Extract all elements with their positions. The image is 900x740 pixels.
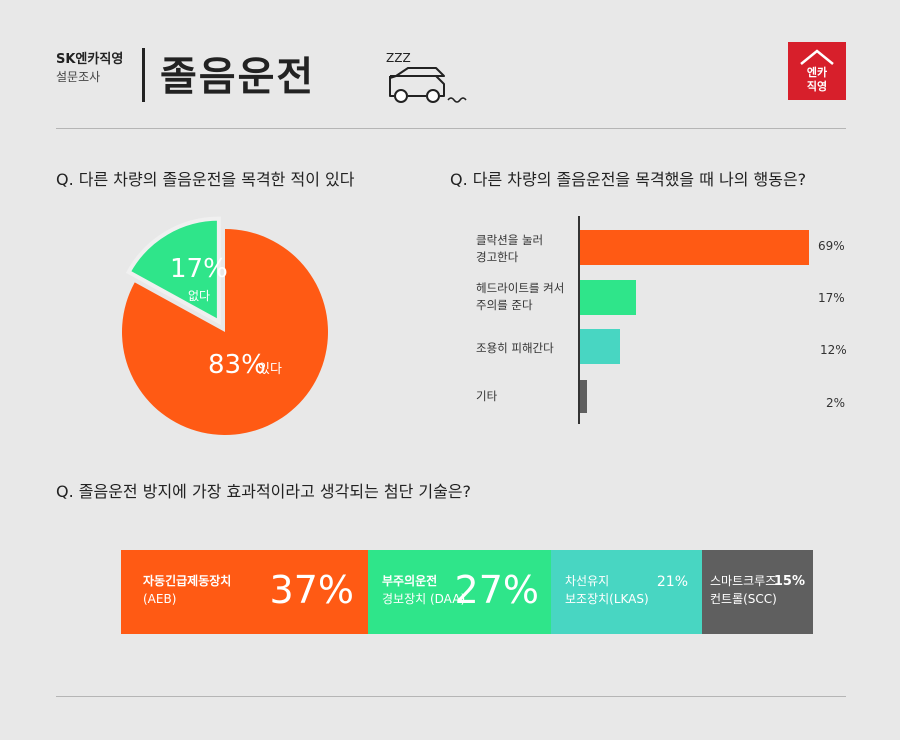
bar-label-1: 클락션을 눌러 경고한다	[476, 232, 543, 266]
segment-scc-value: 15%	[773, 574, 805, 589]
segment-daa-label: 부주의운전 경보장치 (DAA)	[382, 572, 465, 608]
sleeping-car-icon: ZZZ	[386, 51, 467, 103]
segment-lkas-label: 차선유지 보조장치(LKAS)	[565, 572, 649, 608]
bar-label-3: 조용히 피해간다	[476, 340, 554, 357]
bar-label-2-line2: 주의를 준다	[476, 298, 533, 312]
segment-aeb-name: 자동긴급제동장치	[143, 574, 232, 588]
pie-value-no: 17%	[170, 254, 228, 284]
logo-text: 엔카 직영	[788, 66, 846, 94]
logo-line-2: 직영	[806, 80, 828, 93]
question-2: Q. 다른 차량의 졸음운전을 목격했을 때 나의 행동은?	[450, 170, 807, 189]
segment-lkas: 차선유지 보조장치(LKAS) 21%	[551, 550, 702, 634]
bar-1	[580, 230, 809, 265]
segment-aeb-value: 37%	[269, 568, 354, 612]
segment-scc-name: 스마트크루즈	[710, 574, 777, 588]
bar-label-4: 기타	[476, 388, 497, 405]
bar-3	[580, 329, 620, 364]
question-3: Q. 졸음운전 방지에 가장 효과적이라고 생각되는 첨단 기술은?	[56, 482, 472, 501]
segment-aeb-label: 자동긴급제동장치 (AEB)	[143, 572, 231, 608]
zzz-icon: ZZZ	[386, 51, 411, 65]
pie-label-yes: 있다	[258, 362, 282, 377]
pie-slice-yes	[122, 229, 328, 436]
segment-daa-name: 부주의운전	[382, 574, 438, 588]
bar-value-4: 2%	[826, 396, 846, 410]
survey-label: 설문조사	[56, 70, 101, 84]
logo-line-1: 엔카	[806, 66, 828, 79]
segment-aeb: 자동긴급제동장치 (AEB) 37%	[121, 550, 368, 634]
top-divider	[56, 128, 846, 129]
pie-value-yes: 83%	[208, 350, 266, 380]
house-roof-icon	[800, 49, 834, 65]
segment-lkas-sub: 보조장치(LKAS)	[565, 592, 649, 606]
pie-slice-no	[125, 216, 221, 326]
bar-label-4-line1: 기타	[476, 389, 498, 403]
bar-value-1: 69%	[818, 239, 845, 253]
bottom-divider	[56, 696, 846, 697]
segment-lkas-value: 21%	[656, 574, 688, 590]
segment-scc: 스마트크루즈 컨트롤(SCC) 15%	[702, 550, 813, 634]
bar-label-3-line1: 조용히 피해간다	[476, 341, 554, 355]
title-divider	[142, 48, 145, 102]
pie-label-no: 없다	[188, 289, 210, 303]
segment-scc-label: 스마트크루즈 컨트롤(SCC)	[710, 572, 777, 608]
bar-label-1-line1: 클락션을 눌러	[476, 233, 544, 247]
segment-daa-sub: 경보장치 (DAA)	[382, 592, 466, 606]
segment-aeb-sub: (AEB)	[143, 592, 177, 606]
segment-lkas-name: 차선유지	[565, 574, 610, 588]
bar-value-3: 12%	[820, 343, 847, 357]
pie-chart: 83% 있다 17% 없다	[122, 216, 328, 436]
page-title: 졸음운전	[160, 54, 316, 100]
bar-label-1-line2: 경고한다	[476, 250, 519, 264]
segment-daa: 부주의운전 경보장치 (DAA) 27%	[368, 550, 551, 634]
bar-axis	[578, 216, 580, 424]
encar-logo: 엔카 직영	[788, 42, 846, 100]
bar-label-2: 헤드라이트를 켜서 주의를 준다	[476, 280, 564, 314]
segment-daa-value: 27%	[454, 568, 539, 612]
bar-label-2-line1: 헤드라이트를 켜서	[476, 281, 565, 295]
question-1: Q. 다른 차량의 졸음운전을 목격한 적이 있다	[56, 170, 355, 189]
segment-scc-sub: 컨트롤(SCC)	[710, 592, 777, 606]
bar-2	[580, 280, 637, 315]
bar-value-2: 17%	[818, 291, 845, 305]
brand-name: SK엔카직영	[56, 52, 124, 67]
bar-4	[580, 380, 587, 413]
